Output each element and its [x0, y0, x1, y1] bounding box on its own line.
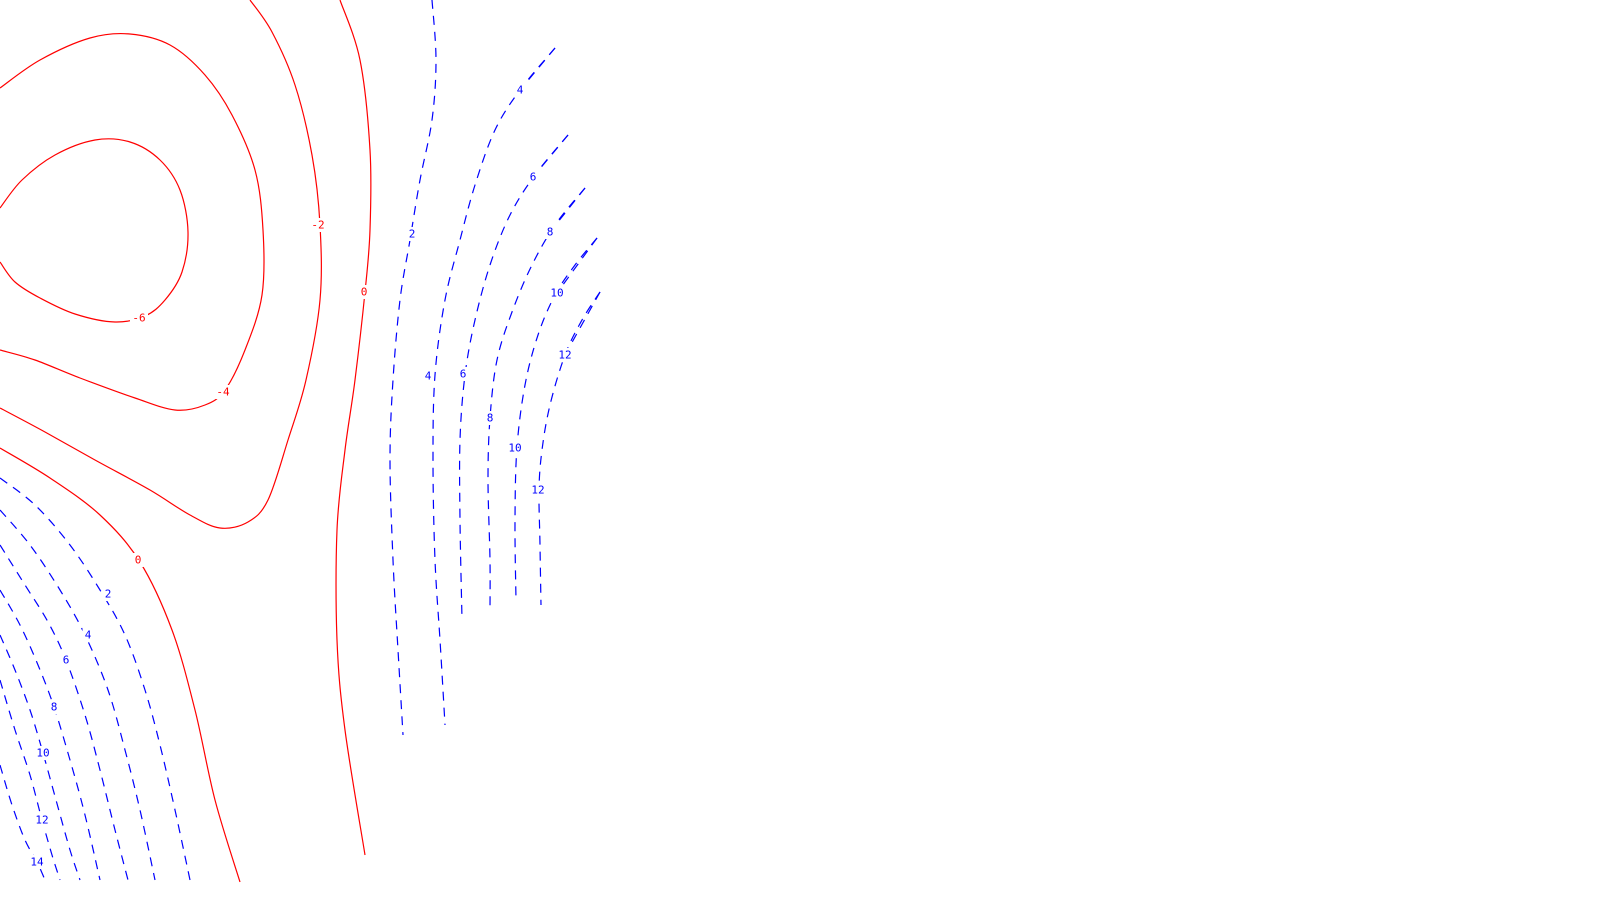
contour-label-4: 4: [517, 84, 524, 97]
contour-label-6: 6: [460, 368, 467, 381]
contour-line-2-5: [389, 0, 437, 736]
contour-label-bg: [556, 348, 574, 362]
contour-label-bg: [457, 367, 469, 381]
contour-line-4-17: [0, 509, 156, 881]
contour-label-bg: [102, 587, 114, 601]
contour-label-bg: [28, 855, 46, 869]
contour-label-bg: [406, 227, 418, 241]
contour-label-2: 2: [409, 228, 416, 241]
contour-line-6-18: [0, 544, 129, 881]
contour-label-neg4: -4: [216, 386, 230, 399]
contour-line-neg6-0: [0, 138, 189, 323]
contour-line-6-8: [458, 134, 569, 621]
contour-label-bg: [33, 813, 51, 827]
contour-label-bg: [60, 653, 72, 667]
contour-label-bg: [309, 218, 327, 232]
contour-label-bg: [130, 311, 148, 325]
contour-line-2-16: [0, 477, 191, 881]
contour-label-8: 8: [51, 701, 58, 714]
contour-line-10-13: [556, 237, 598, 294]
contour-label-neg2: -2: [311, 219, 324, 232]
contour-label-bg: [544, 225, 556, 239]
contour-label-bg: [484, 411, 496, 425]
contour-label-6: 6: [530, 171, 537, 184]
contour-label-6: 6: [63, 654, 70, 667]
contour-label-bg: [82, 628, 94, 642]
contour-label-bg: [358, 285, 370, 299]
contour-label-12: 12: [531, 484, 544, 497]
contour-label-8: 8: [487, 412, 494, 425]
contour-line-12-14: [538, 291, 601, 606]
contour-labels: -6 -4 -2 0 0 2 4 4 6 6 8 8 10 10 12 12 2 4 6 8 10 12 14: [28, 83, 574, 869]
contour-line-10-12: [514, 237, 598, 601]
contour-line-neg4-1: [0, 32, 265, 411]
contour-label-2: 2: [105, 588, 112, 601]
contour-line-10-20: [0, 634, 81, 881]
contour-label-bg: [529, 483, 547, 497]
contour-line-12-15: [564, 291, 601, 356]
contour-label-bg: [514, 83, 526, 97]
contour-label-4: 4: [425, 370, 432, 383]
contour-line-4-6: [432, 47, 556, 726]
contour-label-10: 10: [508, 442, 521, 455]
contour-label-0: 0: [135, 554, 142, 567]
contour-line-neg2-2: [0, 0, 322, 529]
contour-line-0-3: [335, 0, 372, 856]
contour-label-12: 12: [35, 814, 48, 827]
contour-label-bg: [34, 746, 52, 760]
contour-label-0: 0: [361, 286, 368, 299]
contour-label-10: 10: [550, 287, 563, 300]
contour-label-bg: [48, 700, 60, 714]
contour-label-14: 14: [30, 856, 44, 869]
contour-label-bg: [214, 385, 232, 399]
contour-label-neg6: -6: [132, 312, 145, 325]
contour-label-bg: [132, 553, 144, 567]
contour-label-bg: [548, 286, 566, 300]
contour-label-bg: [422, 369, 434, 383]
contour-label-bg: [527, 170, 539, 184]
contour-label-12: 12: [558, 349, 571, 362]
contour-label-bg: [506, 441, 524, 455]
contour-label-8: 8: [547, 226, 554, 239]
contour-label-10: 10: [36, 747, 49, 760]
contour-line-8-10: [487, 187, 586, 609]
contour-line-0-4: [0, 447, 241, 883]
contour-label-4: 4: [85, 629, 92, 642]
